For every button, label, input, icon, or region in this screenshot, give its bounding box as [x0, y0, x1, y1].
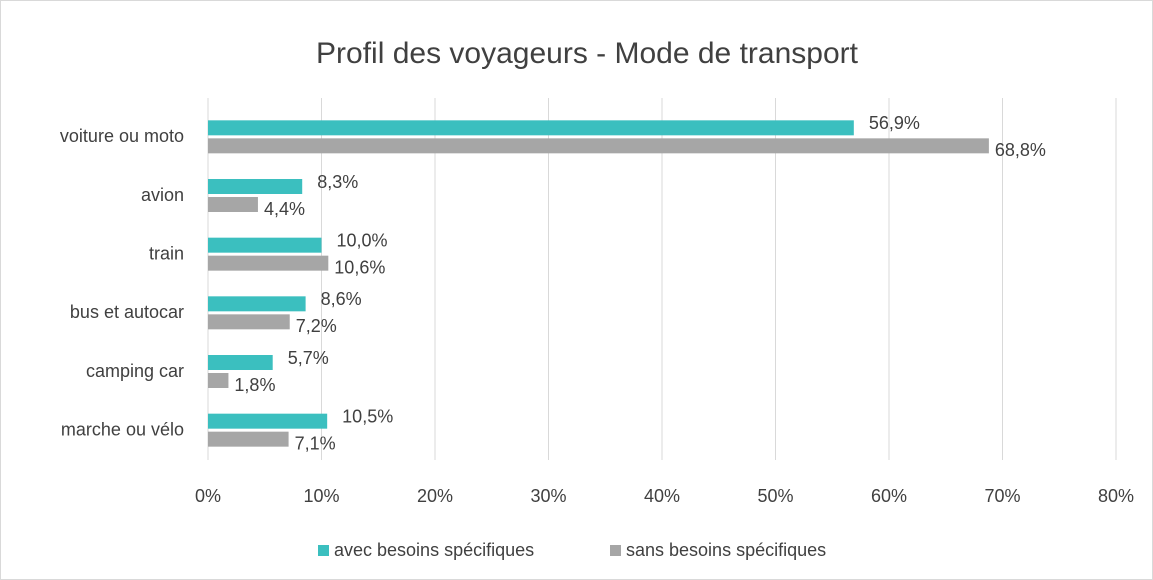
- value-label: 1,8%: [234, 375, 275, 395]
- value-label: 10,5%: [342, 406, 393, 426]
- legend-label: sans besoins spécifiques: [626, 540, 826, 560]
- bar: [208, 431, 289, 447]
- value-label: 10,0%: [337, 230, 388, 250]
- x-tick-label: 30%: [530, 486, 566, 506]
- legend-swatch: [610, 545, 621, 556]
- value-label: 10,6%: [334, 257, 385, 277]
- y-tick-label: avion: [141, 185, 184, 205]
- x-tick-label: 50%: [757, 486, 793, 506]
- x-tick-label: 40%: [644, 486, 680, 506]
- value-label: 8,3%: [317, 172, 358, 192]
- y-tick-label: voiture ou moto: [60, 126, 184, 146]
- x-tick-label: 80%: [1098, 486, 1134, 506]
- value-label: 7,1%: [295, 433, 336, 453]
- chart-title: Profil des voyageurs - Mode de transport: [316, 37, 859, 70]
- bar: [208, 255, 329, 271]
- bar: [208, 138, 989, 154]
- y-tick-label: marche ou vélo: [61, 419, 184, 439]
- bar: [208, 197, 258, 212]
- x-tick-label: 10%: [303, 486, 339, 506]
- value-label: 7,2%: [296, 316, 337, 336]
- value-label: 8,6%: [321, 289, 362, 309]
- legend-swatch: [318, 545, 329, 556]
- bar: [208, 314, 290, 330]
- y-tick-label: camping car: [86, 361, 184, 381]
- bar: [208, 296, 306, 312]
- x-tick-label: 60%: [871, 486, 907, 506]
- bar: [208, 179, 303, 194]
- value-label: 5,7%: [288, 348, 329, 368]
- legend-label: avec besoins spécifiques: [334, 540, 534, 560]
- value-label: 68,8%: [995, 140, 1046, 160]
- bar: [208, 120, 854, 136]
- bar: [208, 373, 229, 388]
- value-label: 56,9%: [869, 113, 920, 133]
- x-tick-label: 20%: [417, 486, 453, 506]
- y-tick-label: train: [149, 243, 184, 263]
- value-label: 4,4%: [264, 199, 305, 219]
- x-tick-label: 0%: [195, 486, 221, 506]
- y-tick-label: bus et autocar: [70, 302, 184, 322]
- x-tick-label: 70%: [984, 486, 1020, 506]
- bar: [208, 355, 273, 370]
- bar: [208, 237, 322, 253]
- bar: [208, 413, 328, 429]
